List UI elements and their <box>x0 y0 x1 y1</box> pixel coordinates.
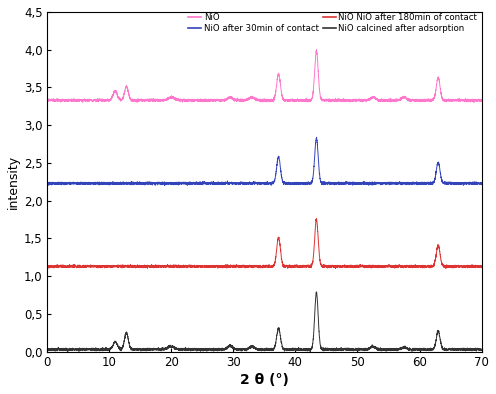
Y-axis label: intensity: intensity <box>7 155 20 209</box>
X-axis label: 2 θ (°): 2 θ (°) <box>240 373 289 387</box>
Legend: NiO, NiO after 30min of contact, NiO NiO after 180min of contact, NiO calcined a: NiO, NiO after 30min of contact, NiO NiO… <box>188 13 477 33</box>
